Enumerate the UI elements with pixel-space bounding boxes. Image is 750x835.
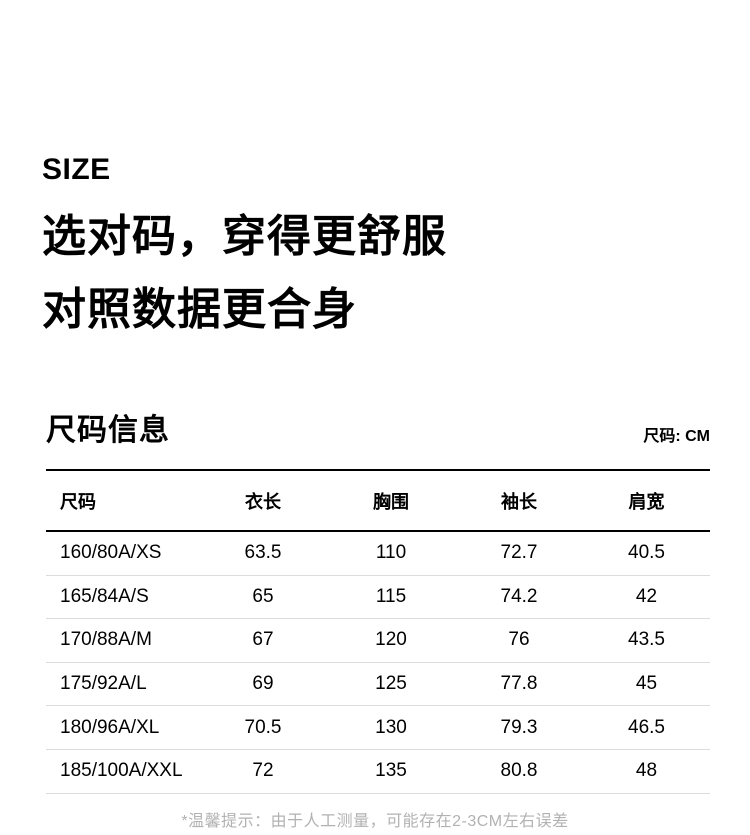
cell-sleeve: 76 (508, 629, 530, 651)
cell-size: 175/92A/L (60, 673, 147, 695)
table-header-row: 尺码 衣长 胸围 袖长 肩宽 (46, 469, 710, 532)
headline-line-1: 选对码，穿得更舒服 (42, 212, 447, 261)
cell-chest: 115 (375, 585, 407, 607)
cell-sleeve: 72.7 (500, 542, 538, 564)
cell-length: 67 (252, 629, 274, 651)
size-info-title: 尺码信息 (46, 414, 170, 447)
table-row: 170/88A/M 67 120 76 43.5 (46, 619, 710, 663)
col-header-shoulder: 肩宽 (628, 491, 665, 512)
headline-line-2: 对照数据更合身 (42, 285, 357, 334)
cell-length: 65 (252, 585, 274, 607)
cell-sleeve: 77.8 (500, 673, 538, 695)
cell-sleeve: 79.3 (500, 716, 538, 738)
table-row: 185/100A/XXL 72 135 80.8 48 (46, 750, 710, 794)
cell-chest: 120 (375, 629, 407, 651)
measurement-disclaimer: *温馨提示：由于人工测量，可能存在2-3CM左右误差 (181, 813, 569, 830)
cell-size: 160/80A/XS (60, 542, 162, 564)
cell-length: 72 (252, 760, 274, 782)
cell-length: 70.5 (244, 716, 282, 738)
cell-shoulder: 45 (635, 673, 658, 695)
cell-shoulder: 43.5 (628, 629, 665, 651)
table-row: 165/84A/S 65 115 74.2 42 (46, 576, 710, 620)
cell-chest: 110 (375, 542, 407, 564)
table-row: 175/92A/L 69 125 77.8 45 (46, 663, 710, 707)
cell-length: 63.5 (244, 542, 282, 564)
col-header-chest: 胸围 (373, 491, 409, 512)
cell-sleeve: 80.8 (500, 760, 538, 782)
cell-shoulder: 46.5 (628, 716, 665, 738)
cell-chest: 135 (375, 760, 407, 782)
cell-shoulder: 48 (635, 760, 658, 782)
cell-shoulder: 42 (635, 585, 658, 607)
col-header-size: 尺码 (60, 491, 96, 512)
headline: 选对码，穿得更舒服 对照数据更合身 (42, 200, 447, 346)
table-row: 180/96A/XL 70.5 130 79.3 46.5 (46, 706, 710, 750)
cell-chest: 125 (375, 673, 407, 695)
table-row: 160/80A/XS 63.5 110 72.7 40.5 (46, 532, 710, 576)
cell-size: 165/84A/S (60, 585, 149, 607)
unit-label: 尺码: CM (643, 428, 710, 445)
cell-size: 180/96A/XL (60, 716, 160, 738)
cell-chest: 130 (375, 716, 407, 738)
cell-size: 185/100A/XXL (60, 760, 183, 782)
cell-length: 69 (252, 673, 274, 695)
size-eyebrow-label: SIZE (42, 153, 111, 186)
cell-sleeve: 74.2 (500, 585, 538, 607)
col-header-length: 衣长 (245, 491, 281, 512)
cell-shoulder: 40.5 (628, 542, 665, 564)
col-header-sleeve: 袖长 (501, 491, 537, 512)
cell-size: 170/88A/M (60, 629, 152, 651)
size-table: 尺码 衣长 胸围 袖长 肩宽 160/80A/XS 63.5 110 72.7 … (46, 469, 710, 794)
